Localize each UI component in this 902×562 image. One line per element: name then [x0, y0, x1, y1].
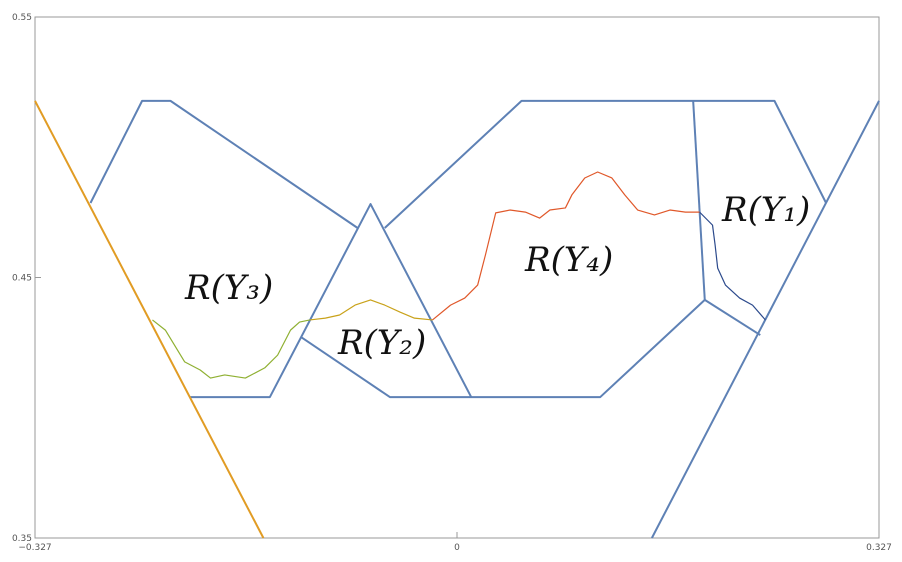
curve	[300, 298, 761, 399]
y-tick-label: 0.55	[12, 13, 32, 23]
curve	[699, 211, 766, 321]
curve	[34, 100, 265, 539]
x-tick-label: 0.327	[866, 543, 892, 553]
plot-frame	[34, 16, 880, 539]
x-tick-label: −0.327	[18, 543, 51, 553]
region-label: R(Y₃)	[184, 268, 273, 308]
curve	[432, 171, 700, 321]
curve	[384, 99, 827, 229]
y-tick-label: 0.35	[12, 534, 32, 544]
region-label: R(Y₁)	[721, 190, 810, 230]
curve	[692, 100, 706, 300]
x-tick-label: 0	[454, 543, 460, 553]
y-tick-label: 0.45	[12, 274, 32, 284]
curve	[152, 319, 310, 379]
curve	[309, 299, 433, 321]
curve	[189, 203, 473, 399]
region-label: R(Y₄)	[524, 240, 613, 280]
curve	[89, 99, 359, 229]
region-label: R(Y₂)	[337, 323, 426, 363]
